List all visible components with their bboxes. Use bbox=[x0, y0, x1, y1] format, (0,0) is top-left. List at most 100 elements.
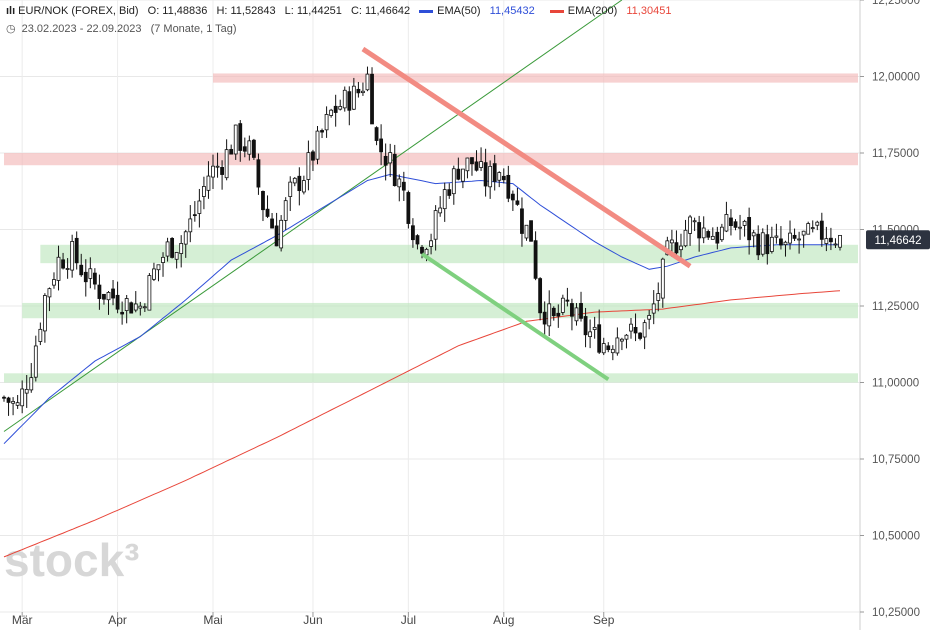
ema50-line bbox=[3, 173, 840, 445]
high-value: H: 11,52843 bbox=[216, 5, 276, 17]
candle bbox=[279, 215, 284, 252]
ema50-path bbox=[3, 173, 840, 445]
candle-up bbox=[751, 232, 756, 237]
candle-up bbox=[397, 178, 402, 188]
candle bbox=[547, 290, 552, 337]
candle bbox=[65, 258, 70, 279]
candle bbox=[606, 342, 611, 353]
candle-down bbox=[374, 127, 379, 141]
candle-up bbox=[224, 149, 229, 179]
candle bbox=[788, 220, 792, 250]
candle bbox=[247, 135, 252, 161]
candle-up bbox=[88, 268, 93, 279]
candle bbox=[542, 301, 547, 335]
candle-up bbox=[179, 243, 184, 254]
zone-green-4 bbox=[4, 373, 858, 383]
candle bbox=[506, 165, 511, 203]
candle-up bbox=[38, 328, 43, 342]
candle bbox=[388, 143, 393, 177]
candle-up bbox=[188, 218, 193, 233]
candle-down bbox=[406, 192, 411, 224]
candle bbox=[56, 245, 61, 291]
candle bbox=[769, 226, 774, 254]
candle bbox=[383, 143, 388, 181]
y-tick-label-1: 12,00000 bbox=[872, 72, 920, 84]
candle-up bbox=[692, 220, 697, 223]
candle-down bbox=[697, 222, 702, 239]
candle bbox=[583, 307, 588, 348]
candle bbox=[715, 226, 720, 250]
candle-up bbox=[20, 388, 25, 407]
candle bbox=[515, 188, 520, 206]
candle-up bbox=[165, 241, 170, 257]
candle bbox=[161, 252, 165, 277]
candle-up bbox=[215, 165, 220, 168]
candle bbox=[224, 139, 229, 181]
candle bbox=[488, 160, 493, 199]
candle bbox=[215, 152, 220, 178]
candle-down bbox=[733, 221, 738, 228]
candle-up bbox=[738, 226, 742, 229]
ema200-swatch bbox=[549, 9, 564, 13]
candle-down bbox=[520, 208, 524, 234]
candle bbox=[315, 126, 320, 165]
candle-down bbox=[256, 159, 261, 188]
candle-down bbox=[229, 148, 234, 155]
candle-down bbox=[274, 225, 279, 247]
candle bbox=[370, 67, 374, 125]
candle-down bbox=[379, 138, 384, 153]
candle bbox=[192, 201, 197, 222]
candle-up bbox=[183, 231, 188, 245]
resistance-trendline bbox=[361, 46, 692, 269]
candle-up bbox=[206, 175, 211, 191]
candle-up bbox=[288, 181, 293, 197]
candle-down bbox=[583, 316, 588, 336]
ema200-line bbox=[3, 290, 841, 558]
candle-down bbox=[6, 397, 11, 403]
candle-down bbox=[111, 288, 115, 299]
candle-up bbox=[547, 303, 552, 327]
candle-down bbox=[756, 233, 761, 256]
candle bbox=[338, 99, 343, 111]
channel-trendlines bbox=[361, 46, 692, 382]
candle-up bbox=[338, 106, 343, 110]
candle bbox=[751, 229, 756, 248]
candle-up bbox=[52, 279, 56, 286]
candle-down bbox=[542, 311, 547, 325]
candle bbox=[351, 77, 356, 111]
candle bbox=[133, 291, 138, 313]
candle-down bbox=[674, 242, 679, 254]
candle bbox=[651, 290, 656, 325]
candle-down bbox=[61, 259, 65, 269]
candle bbox=[465, 157, 470, 179]
candle bbox=[124, 295, 129, 324]
candle-up bbox=[797, 238, 802, 241]
candle bbox=[656, 282, 661, 312]
candle-down bbox=[579, 303, 583, 319]
candle bbox=[756, 225, 761, 261]
chart-header: ılı EUR/NOK (FOREX, Bid) O: 11,48836 H: 1… bbox=[6, 5, 683, 17]
candle bbox=[329, 108, 334, 118]
candle-up bbox=[15, 402, 20, 406]
candle bbox=[170, 237, 175, 259]
candle-down bbox=[415, 235, 420, 245]
candle bbox=[733, 219, 738, 231]
candle bbox=[106, 291, 111, 315]
candle bbox=[592, 316, 597, 339]
candle bbox=[738, 214, 742, 240]
ema200-legend: EMA(200) 11,30451 bbox=[549, 5, 678, 17]
candle-up bbox=[133, 303, 138, 311]
candle-down bbox=[483, 162, 488, 187]
candle bbox=[638, 332, 642, 341]
candle-up bbox=[106, 292, 111, 301]
candle-up bbox=[610, 348, 615, 354]
candle bbox=[597, 309, 602, 354]
candle bbox=[156, 264, 161, 282]
candle-down bbox=[261, 191, 265, 211]
candle-down bbox=[83, 271, 88, 283]
candle-up bbox=[292, 177, 297, 184]
candle-up bbox=[315, 130, 320, 160]
candle-down bbox=[242, 146, 247, 152]
candle bbox=[710, 227, 715, 240]
